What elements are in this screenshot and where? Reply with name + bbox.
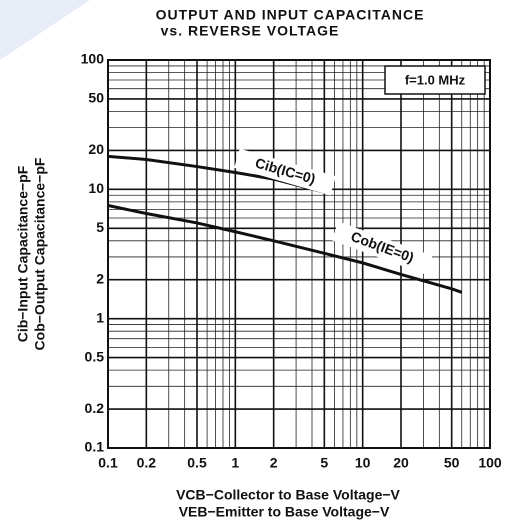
y-tick-label: 20 <box>88 141 104 157</box>
x-tick-label: 20 <box>393 455 409 471</box>
x-tick-label: 10 <box>355 455 371 471</box>
y-tick-label: 2 <box>96 270 104 286</box>
x-tick-label: 5 <box>320 455 328 471</box>
y-tick-label: 0.1 <box>85 439 105 455</box>
y-tick-label: 1 <box>96 309 104 325</box>
y-tick-label: 0.2 <box>85 400 105 416</box>
x-tick-label: 0.5 <box>187 455 207 471</box>
y-tick-label: 100 <box>81 51 105 67</box>
series-line <box>107 204 463 294</box>
x-tick-label: 100 <box>478 455 502 471</box>
annotation: f=1.0 MHz <box>405 72 466 87</box>
y-tick-label: 5 <box>96 219 104 235</box>
x-tick-label: 0.1 <box>98 455 118 471</box>
plot-frame <box>107 59 491 449</box>
chart-title: vs. REVERSE VOLTAGE <box>161 23 340 39</box>
x-tick-label: 0.2 <box>137 455 157 471</box>
y-tick-label: 10 <box>88 180 104 196</box>
decor <box>0 0 90 60</box>
x-tick-label: 50 <box>444 455 460 471</box>
x-axis-label: VCB−Collector to Base Voltage−V <box>176 487 400 503</box>
x-axis-label: VEB−Emitter to Base Voltage−V <box>179 504 390 520</box>
chart-title: OUTPUT AND INPUT CAPACITANCE <box>156 7 425 23</box>
y-axis-label: Cob−Output Capacitance−pF <box>32 157 48 350</box>
x-tick-label: 2 <box>270 455 278 471</box>
y-tick-label: 0.5 <box>85 348 105 364</box>
annotation-box <box>384 65 486 95</box>
y-tick-label: 50 <box>88 90 104 106</box>
x-tick-label: 1 <box>231 455 239 471</box>
series-label-bg <box>331 221 433 275</box>
y-axis-label: Cib−Input Capacitance−pF <box>15 165 31 342</box>
series-label-bg <box>234 148 336 196</box>
